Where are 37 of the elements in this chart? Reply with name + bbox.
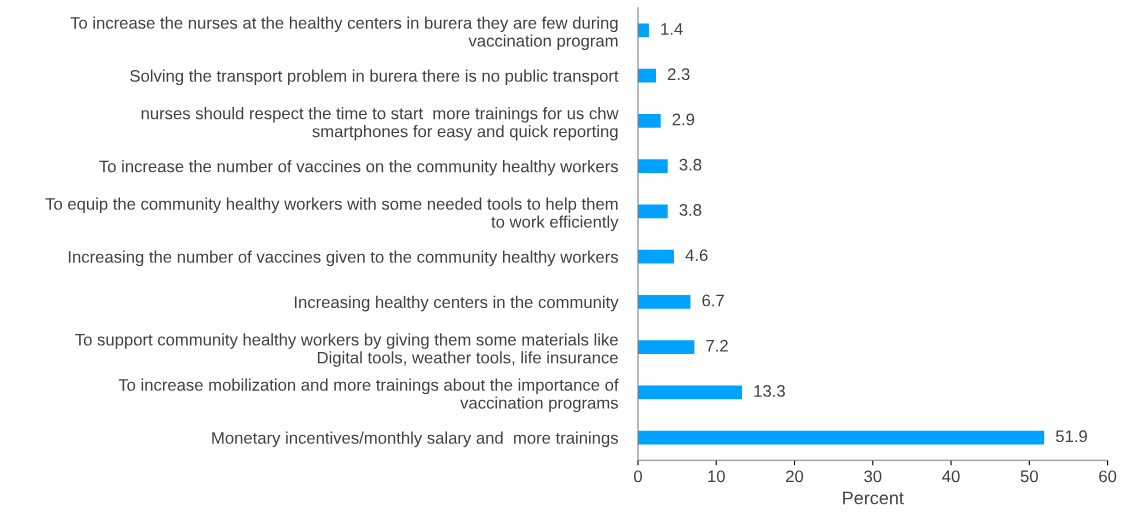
x-axis-title: Percent bbox=[843, 491, 904, 505]
bar bbox=[637, 385, 743, 400]
bar bbox=[637, 295, 691, 309]
x-tick-label: 10 bbox=[708, 470, 725, 483]
data-label: 13.3 bbox=[754, 385, 785, 397]
y-tick-label: To increase the number of vaccines on the community healthy workers bbox=[99, 160, 618, 176]
x-tick-label: 60 bbox=[1099, 470, 1117, 483]
x-tick-label: 50 bbox=[1020, 470, 1038, 483]
x-tick-label: 40 bbox=[942, 470, 960, 483]
bar bbox=[637, 340, 695, 354]
x-tick-label: 20 bbox=[786, 470, 804, 483]
y-tick-label: To equip the community healthy workers with some needed tools to help them to work efficiently bbox=[45, 197, 619, 232]
data-label: 4.6 bbox=[685, 249, 708, 262]
y-tick-label: Monetary incentives/monthly salary and more trainings bbox=[212, 431, 618, 448]
data-label: 51.9 bbox=[1055, 430, 1087, 443]
y-tick-label: Increasing the number of vaccines given to the community healthy workers bbox=[68, 250, 618, 267]
x-tick-label: 0 bbox=[633, 470, 642, 483]
data-label: 3.8 bbox=[679, 204, 702, 216]
y-tick-label: Solving the transport problem in burera there is no public transport bbox=[130, 69, 619, 86]
data-label: 7.2 bbox=[706, 339, 728, 352]
y-tick-label: To increase the nurses at the healthy centers in burera they are few during vaccination program bbox=[70, 16, 618, 51]
y-tick-label: nurses should respect the time to start more trainings for us chw smartphones for easy and quick reporting bbox=[141, 107, 619, 141]
data-label: 2.9 bbox=[672, 113, 695, 126]
bar bbox=[637, 159, 668, 173]
y-tick-label: To increase mobilization and more trainings about the importance of vaccination programs bbox=[118, 378, 619, 413]
data-label: 3.8 bbox=[679, 158, 702, 171]
y-tick-label: Increasing healthy centers in the community bbox=[294, 295, 619, 312]
data-label: 2.3 bbox=[667, 68, 690, 81]
bar bbox=[637, 68, 656, 83]
y-tick-label: To support community healthy workers by giving them some materials like Digital tools, weather tools, life insurance bbox=[75, 333, 618, 367]
bar bbox=[637, 114, 661, 128]
bar bbox=[637, 249, 674, 264]
data-label: 1.4 bbox=[661, 23, 683, 35]
data-label: 6.7 bbox=[702, 294, 724, 307]
x-tick-label: 30 bbox=[864, 470, 882, 483]
bar bbox=[637, 430, 1045, 445]
bar bbox=[637, 204, 668, 219]
